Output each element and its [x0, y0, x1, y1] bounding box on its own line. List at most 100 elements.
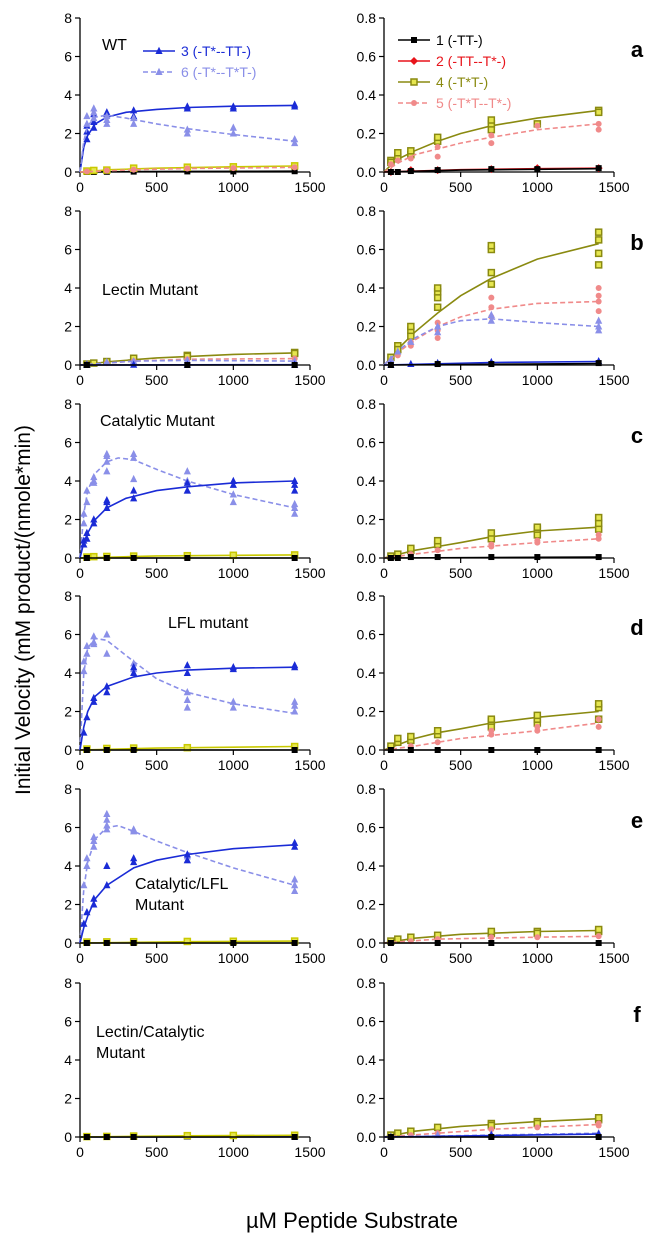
x-tick-label: 0 [380, 179, 388, 195]
data-point [488, 1126, 495, 1133]
data-point [394, 169, 401, 175]
annotation-line: Lectin/Catalytic [96, 1024, 205, 1041]
x-tick-label: 500 [145, 372, 169, 388]
data-point [229, 104, 237, 112]
y-tick-label: 8 [64, 10, 72, 26]
panel-d-left: 0 2 4 6 8 0 500 1000 1500 LFL mutant [64, 588, 326, 773]
x-tick-label: 1000 [218, 565, 249, 581]
fit-curve [383, 317, 599, 366]
legend-label: 2 (-TT--T*-) [436, 53, 506, 69]
data-point [434, 747, 441, 753]
data-point [90, 632, 98, 640]
data-point [183, 356, 191, 364]
panel-a-left: 0 2 4 6 8 0 500 1000 1500 WT [64, 10, 326, 195]
panel-e-right: 0.0 0.2 0.4 0.6 0.8 0 500 1000 1500 e [357, 781, 644, 966]
x-tick-label: 500 [145, 1144, 169, 1160]
data-point [387, 355, 395, 363]
y-tick-label: 0.8 [357, 781, 377, 797]
fit-curve [79, 844, 295, 944]
data-point [103, 861, 111, 869]
y-tick-label: 0.0 [357, 357, 377, 373]
y-tick-label: 0 [64, 742, 72, 758]
y-tick-label: 0.4 [357, 87, 377, 103]
data-point [488, 934, 495, 941]
data-point [594, 925, 603, 934]
data-point [130, 825, 138, 833]
x-tick-label: 1500 [294, 179, 325, 195]
panel-b-left: 0 2 4 6 8 0 500 1000 1500 Lectin Mutant [64, 203, 326, 388]
data-point [595, 126, 602, 133]
data-point [595, 554, 602, 561]
data-point [80, 728, 88, 736]
x-tick-label: 1000 [522, 950, 553, 966]
data-point [488, 940, 495, 946]
data-point [184, 555, 191, 561]
x-tick-label: 500 [145, 757, 169, 773]
data-point [291, 480, 299, 488]
y-tick-label: 0.0 [357, 935, 377, 951]
x-tick-label: 500 [449, 757, 473, 773]
data-point [90, 123, 98, 131]
legend-left: 3 (-T*--TT-) 6 (-T*--T*T-) [143, 43, 256, 80]
data-point [130, 486, 138, 494]
data-point [487, 116, 496, 124]
x-tick-label: 1500 [294, 757, 325, 773]
data-point [434, 322, 442, 330]
y-tick-label: 0.0 [357, 164, 377, 180]
y-tick-label: 6 [64, 627, 72, 643]
data-point [534, 122, 541, 129]
data-point [488, 747, 495, 753]
data-point [434, 328, 442, 336]
data-point [130, 857, 138, 866]
y-tick-label: 0.4 [357, 665, 377, 681]
y-tick-label: 0 [64, 550, 72, 566]
data-point [534, 166, 541, 173]
legend-label: 1 (-TT-) [436, 32, 483, 48]
data-point [434, 143, 441, 150]
data-point [487, 715, 496, 723]
data-point [488, 294, 495, 301]
data-point [130, 449, 138, 458]
data-point [407, 337, 415, 345]
y-tick-label: 8 [64, 203, 72, 219]
data-point [595, 298, 602, 305]
data-point [183, 478, 191, 486]
data-point [229, 497, 237, 506]
data-point [407, 322, 415, 331]
data-point [394, 347, 402, 355]
data-point [595, 716, 602, 723]
fit-curve [383, 167, 599, 173]
y-tick-label: 6 [64, 435, 72, 451]
data-point [487, 927, 496, 936]
series-5 (-T*T--T*-) [383, 120, 602, 173]
y-tick-label: 0.8 [357, 203, 377, 219]
data-point [83, 641, 91, 650]
data-point [387, 362, 394, 368]
data-point [407, 168, 414, 175]
data-point [130, 747, 137, 753]
y-tick-label: 4 [64, 280, 72, 296]
data-point [291, 503, 299, 511]
data-point [387, 169, 394, 175]
series-5 (-T*T--T*-) [383, 285, 602, 366]
fit-curve [383, 538, 599, 559]
y-tick-label: 0 [64, 935, 72, 951]
legend-label: 5 (-T*T--T*-) [436, 95, 511, 111]
data-point [90, 639, 98, 648]
data-point [407, 155, 414, 162]
data-point [103, 555, 110, 561]
series-1 (-TT-) [80, 1134, 298, 1140]
y-tick-label: 2 [64, 704, 72, 720]
y-tick-label: 0 [64, 1129, 72, 1145]
data-point [387, 747, 394, 753]
data-point [387, 940, 394, 946]
y-tick-label: 0.6 [357, 242, 377, 258]
data-point [184, 362, 191, 368]
data-point [434, 153, 441, 160]
series-5 (-T*T--T*-) [383, 933, 602, 946]
data-point [291, 102, 299, 110]
data-point [434, 167, 441, 174]
x-tick-label: 0 [76, 757, 84, 773]
fit-curve [383, 1117, 599, 1138]
